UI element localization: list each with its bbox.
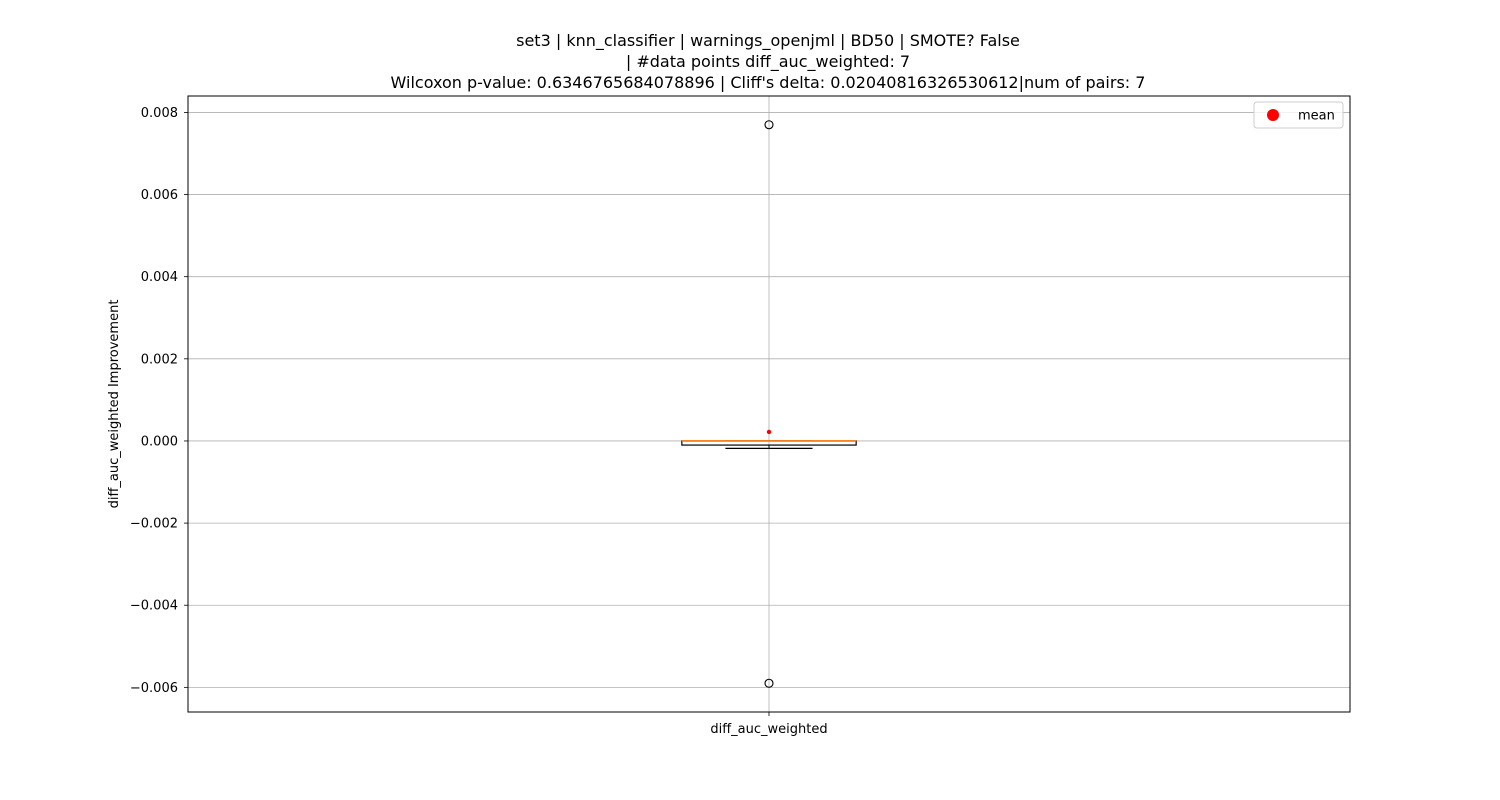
y-tick-label: 0.008 (141, 106, 178, 121)
plot-marks (681, 120, 857, 688)
y-tick-label: −0.004 (130, 599, 178, 614)
mean-point (766, 429, 772, 435)
legend: mean (1253, 101, 1344, 129)
y-tick-label: 0.004 (141, 270, 178, 285)
outlier-point (764, 678, 774, 688)
y-tick-label: 0.006 (141, 188, 178, 203)
x-tick-label: diff_auc_weighted (710, 722, 827, 737)
legend-mean-label: mean (1298, 109, 1335, 124)
y-axis-label: diff_auc_weighted Improvement (107, 300, 122, 509)
grid-lines (188, 96, 1350, 712)
legend-box (1253, 101, 1344, 129)
y-tick-label: 0.000 (141, 434, 178, 449)
outlier-point (764, 120, 774, 130)
title-line-3: Wilcoxon p-value: 0.6346765684078896 | C… (390, 73, 1146, 92)
title-line-1: set3 | knn_classifier | warnings_openjml… (516, 31, 1020, 50)
y-tick-label: 0.002 (141, 352, 178, 367)
y-tick-label: −0.006 (130, 681, 178, 696)
legend-mean-marker (1267, 109, 1279, 121)
y-tick-label: −0.002 (130, 517, 178, 532)
axis-ticks: 0.008 0.006 0.004 0.002 0.000 −0.002 −0.004 −0.… (130, 106, 828, 737)
chart-title: set3 | knn_classifier | warnings_openjml… (0, 30, 1500, 93)
title-line-2: | #data points diff_auc_weighted: 7 (625, 52, 911, 71)
